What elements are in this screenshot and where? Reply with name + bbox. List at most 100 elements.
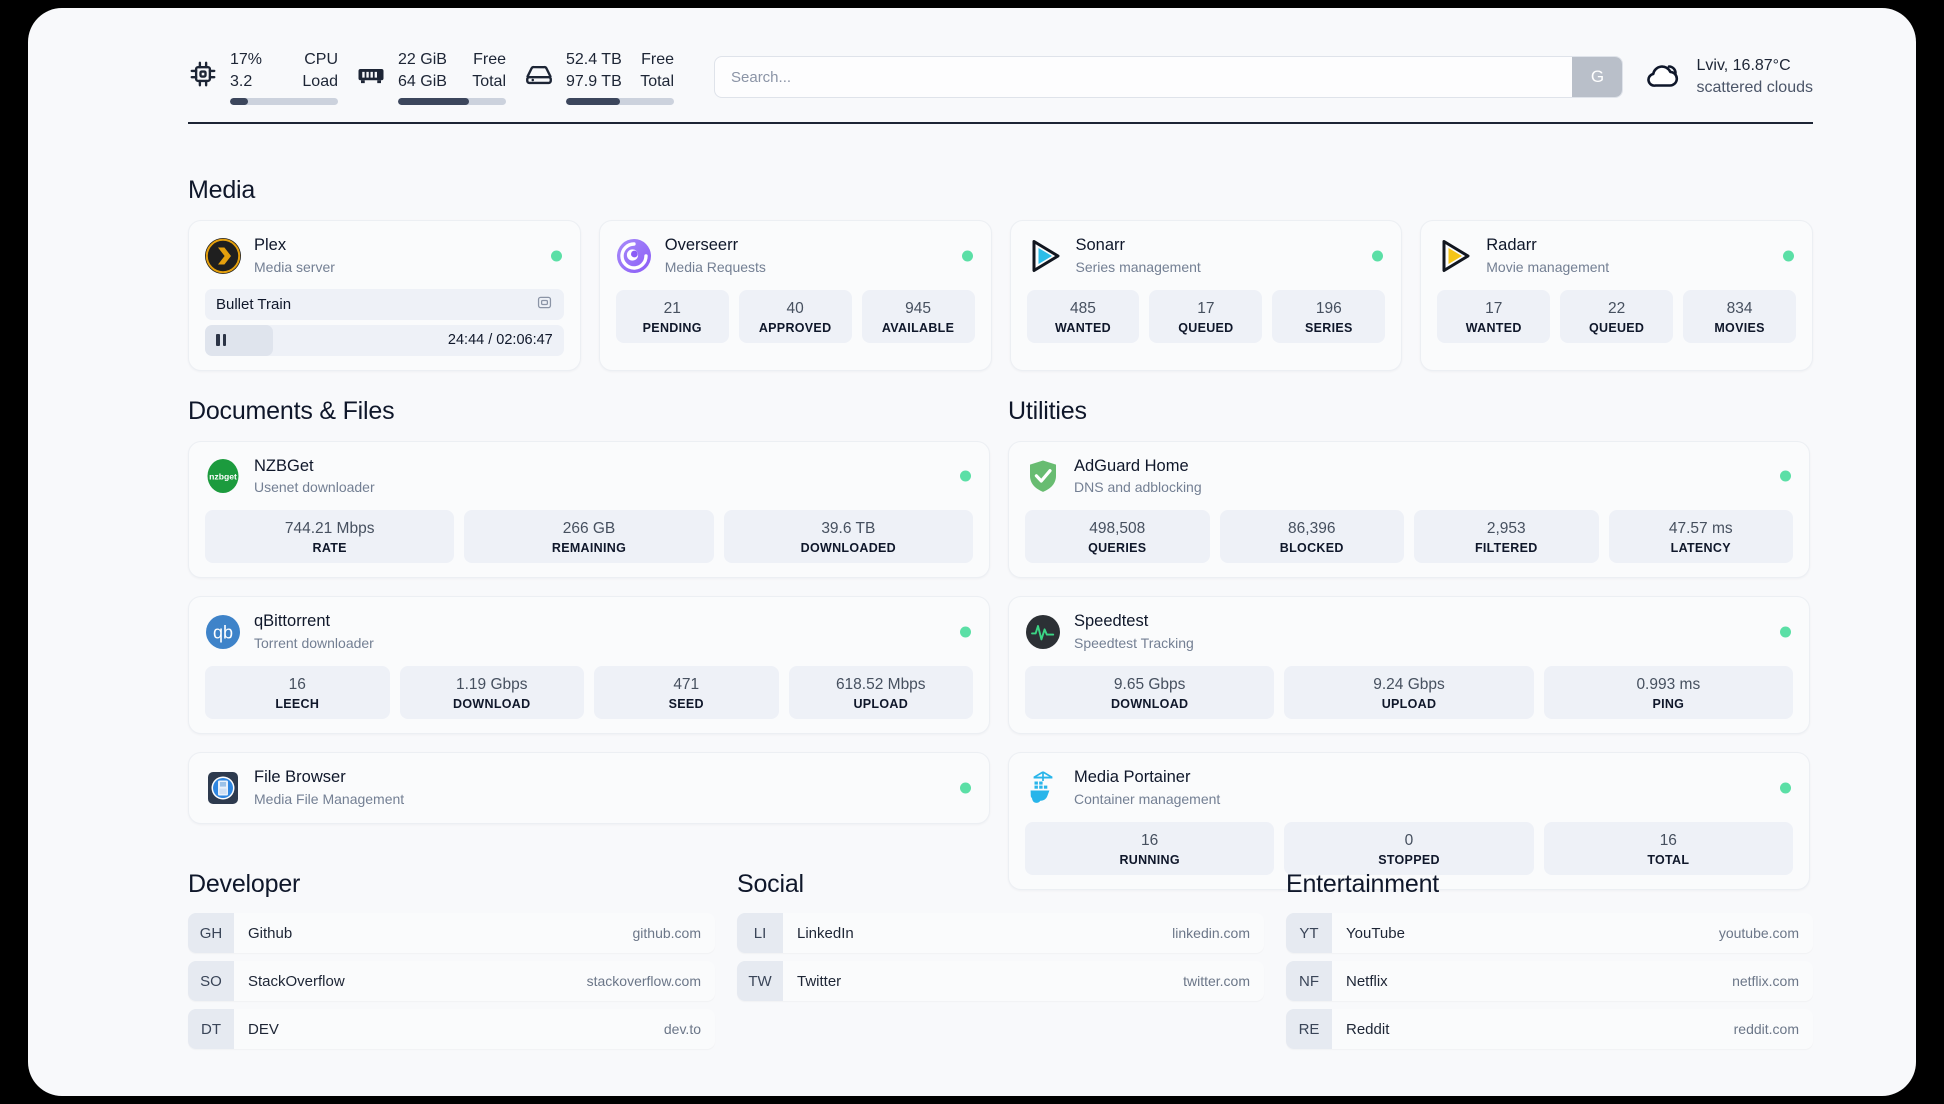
bookmark-badge: DT [188,1009,234,1049]
disk-icon [524,59,554,89]
stat-label: MOVIES [1714,320,1765,335]
adguard-icon [1025,458,1061,494]
system-stats-group: 17% 3.2 CPU Load 22 GiB 64 GiB [188,49,692,106]
cpu-icon [188,59,218,89]
card-header: Sonarr Series management [1027,235,1386,277]
service-card-media-portainer[interactable]: Media Portainer Container management 16 … [1008,752,1810,891]
system-value-top: 17% [230,50,263,68]
stat-label: WANTED [1465,320,1522,335]
google-search-button[interactable]: G [1572,57,1623,97]
bookmark-name: Reddit [1346,1020,1390,1038]
status-indicator [960,626,971,638]
now-playing-bar: Bullet Train [205,288,564,320]
stat-value: 17 [1485,299,1503,317]
documents-cards: nzbget NZBGet Usenet downloader 744.21 M… [188,440,990,842]
system-stat-cpu: 17% 3.2 CPU Load [188,49,338,106]
bookmark-item[interactable]: DT DEV dev.to [188,1009,715,1049]
bookmark-name: LinkedIn [797,924,854,942]
bookmark-group-developer: Developer GH Github github.com SO StackO… [188,870,715,1057]
stat-filtered: 2,953 FILTERED [1414,510,1599,564]
bookmark-name: Twitter [797,972,842,990]
bookmark-url: twitter.com [1183,973,1250,989]
plex-icon [205,237,241,274]
card-header: AdGuard Home DNS and adblocking [1025,456,1793,498]
stat-queries: 498,508 QUERIES [1025,510,1210,564]
status-indicator [1783,250,1794,262]
service-name: Media Portainer [1074,768,1191,787]
system-value-top: 22 GiB [398,50,447,68]
stat-queued: 22 QUEUED [1560,289,1674,343]
bookmark-item[interactable]: RE Reddit reddit.com [1286,1009,1813,1049]
playback-timecode: 24:44 / 02:06:47 [447,332,553,349]
search-input[interactable] [715,57,1573,97]
stat-value: 9.65 Gbps [1113,675,1186,693]
stat-total: 16 TOTAL [1543,821,1793,876]
service-card-plex[interactable]: Plex Media server Bullet Train 24:44 / 0… [188,220,581,371]
pause-icon[interactable] [216,334,226,347]
stat-label: RATE [312,541,347,556]
stat-label: UPLOAD [853,697,909,712]
bookmark-item[interactable]: TW Twitter twitter.com [737,961,1264,1001]
stat-label: FILTERED [1474,541,1538,556]
service-subtitle: Torrent downloader [254,635,374,652]
status-indicator [1780,782,1791,794]
bookmark-url: stackoverflow.com [586,973,701,989]
stat-value: 22 [1608,299,1626,317]
svg-text:nzbget: nzbget [209,472,237,482]
stat-available: 945 AVAILABLE [861,289,975,343]
stat-value: 17 [1197,299,1215,317]
playback-progress-bar[interactable]: 24:44 / 02:06:47 [205,324,564,356]
service-card-file-browser[interactable]: File Browser Media File Management [188,752,990,824]
section-title-utilities: Utilities [1008,396,1087,425]
stat-upload: 618.52 Mbps UPLOAD [788,665,973,720]
bookmark-item[interactable]: SO StackOverflow stackoverflow.com [188,961,715,1001]
bookmark-badge: LI [737,913,783,953]
utilities-column: Utilities AdGuard Home DNS and adblockin… [1008,397,1810,909]
service-subtitle: Series management [1075,258,1201,275]
system-label-top: Free [473,50,506,68]
status-indicator [960,470,971,482]
service-subtitle: Media Requests [664,258,766,275]
search-bar[interactable]: G [714,56,1624,98]
stats-row: 744.21 Mbps RATE 266 GB REMAINING 39.6 T… [205,510,973,564]
service-card-radarr[interactable]: Radarr Movie management 17 WANTED 22 QUE… [1420,220,1813,371]
system-value-bottom: 97.9 TB [566,72,622,90]
service-subtitle: Media File Management [254,790,405,807]
stat-label: QUERIES [1088,541,1147,556]
bookmark-url: dev.to [663,1021,701,1037]
card-header: Plex Media server [205,235,564,277]
service-subtitle: Speedtest Tracking [1074,635,1194,652]
stat-label: QUEUED [1178,320,1234,335]
stat-value: 834 [1726,299,1753,317]
bookmark-item[interactable]: YT YouTube youtube.com [1286,913,1813,953]
radarr-icon [1437,238,1473,274]
stat-leech: 16 LEECH [205,665,390,720]
card-header: Media Portainer Container management [1025,767,1793,809]
service-card-sonarr[interactable]: Sonarr Series management 485 WANTED 17 Q… [1009,220,1403,371]
bookmark-badge: TW [737,961,783,1001]
bookmark-badge: YT [1286,913,1332,953]
stat-label: SEED [668,697,704,712]
system-usage-bar [398,98,506,106]
stat-value: 16 [288,675,306,693]
status-indicator [960,782,971,794]
service-name: File Browser [254,768,346,787]
bookmark-item[interactable]: GH Github github.com [188,913,715,953]
service-card-overseerr[interactable]: Overseerr Media Requests 21 PENDING 40 A… [598,220,992,371]
service-card-speedtest[interactable]: Speedtest Speedtest Tracking 9.65 Gbps D… [1008,596,1810,735]
service-card-adguard-home[interactable]: AdGuard Home DNS and adblocking 498,508 … [1008,440,1810,579]
stat-wanted: 17 WANTED [1437,289,1551,343]
stat-value: 266 GB [562,520,616,538]
stat-value: 86,396 [1288,520,1336,538]
bookmark-item[interactable]: NF Netflix netflix.com [1286,961,1813,1001]
service-card-qbittorrent[interactable]: qb qBittorrent Torrent downloader 16 LEE… [188,596,990,735]
status-indicator [1780,626,1791,638]
system-stat-disk: 52.4 TB 97.9 TB Free Total [524,49,674,106]
stat-label: BLOCKED [1279,541,1344,556]
weather-temperature: Lviv, 16.87°C [1696,56,1791,74]
service-card-nzbget[interactable]: nzbget NZBGet Usenet downloader 744.21 M… [188,440,990,579]
bookmark-item[interactable]: LI LinkedIn linkedin.com [737,913,1264,953]
stat-stopped: 0 STOPPED [1284,821,1534,876]
bookmark-url: github.com [632,925,701,941]
stat-value: 196 [1315,299,1342,317]
